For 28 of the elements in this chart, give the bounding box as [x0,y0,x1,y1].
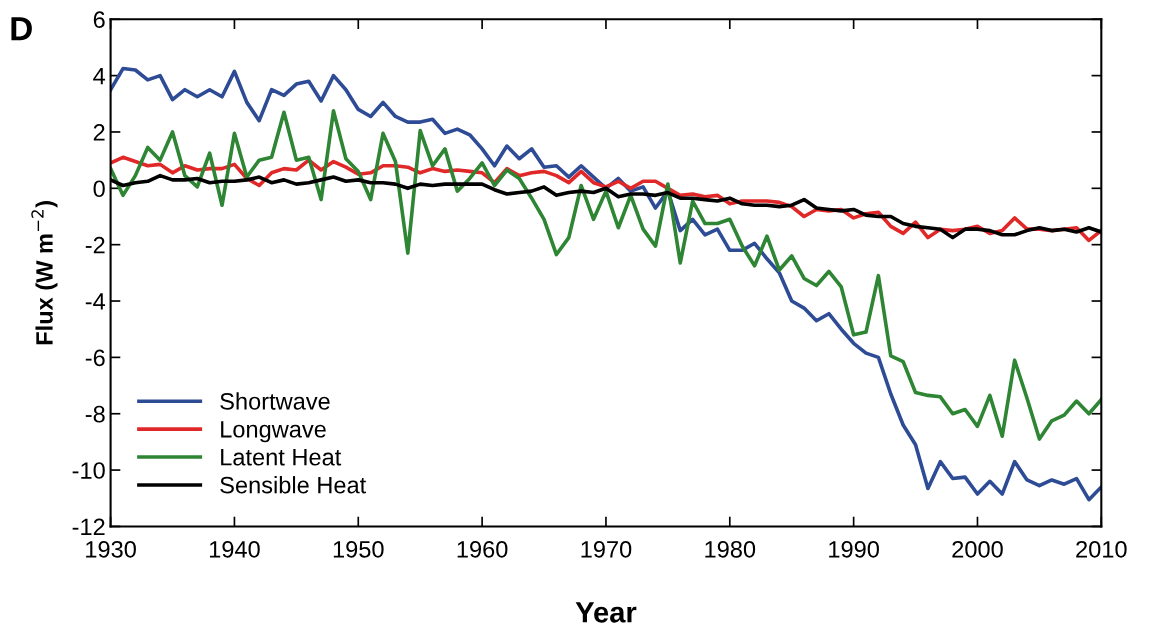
y-tick-label: -8 [85,405,105,423]
y-axis-title: Flux (W m$^{−2}$) [31,201,58,345]
y-tick-label: 6 [93,11,105,29]
text: D [11,17,32,41]
y-tick-label: -4 [85,293,106,310]
x-tick-label: 1950 [333,540,384,558]
legend-label: Longwave [221,421,326,443]
legend-label: Shortwave [220,392,330,410]
y-tick-label: 0 [93,180,105,198]
x-tick-label: 2000 [952,540,1003,558]
y-tick-label: -2 [85,236,105,254]
x-tick-label: 1930 [86,540,136,558]
x-axis-title: Year [575,602,637,623]
legend-label: Latent Heat [221,449,342,466]
x-tick-label: 1940 [209,540,260,558]
y-tick-label: 4 [93,67,106,85]
y-tick-label: -6 [85,349,105,367]
x-tick-label: 1960 [457,540,508,558]
x-tick-label: 1970 [581,540,632,558]
legend-label: Sensible Heat [220,476,367,494]
y-tick-label: -12 [72,518,105,535]
y-tick-label: -10 [72,462,105,479]
line-series [110,109,1102,441]
line-series [110,66,1102,502]
x-tick-label: 2010 [1076,540,1127,558]
x-tick-label: 1990 [829,540,879,558]
y-tick-label: 2 [93,124,105,141]
x-tick-label: 1980 [705,540,756,558]
